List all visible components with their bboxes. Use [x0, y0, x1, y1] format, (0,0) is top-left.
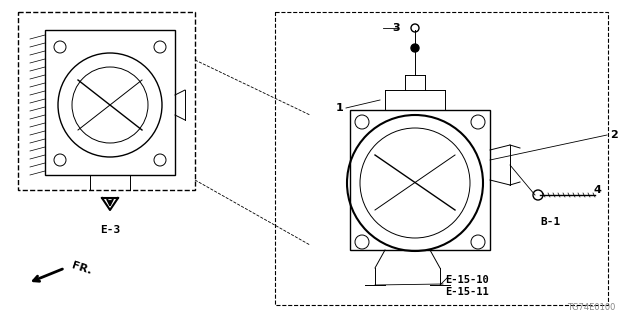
Text: 1: 1	[335, 103, 343, 113]
Text: 3: 3	[392, 23, 400, 33]
Text: E-15-10: E-15-10	[445, 275, 489, 285]
Text: 4: 4	[593, 185, 601, 195]
Text: FR.: FR.	[70, 260, 93, 276]
Circle shape	[411, 44, 419, 52]
Text: 2: 2	[610, 130, 618, 140]
Text: TG74E0100: TG74E0100	[566, 303, 615, 312]
Text: E-15-11: E-15-11	[445, 287, 489, 297]
Text: B-1: B-1	[540, 217, 560, 227]
Text: E-3: E-3	[100, 225, 120, 235]
